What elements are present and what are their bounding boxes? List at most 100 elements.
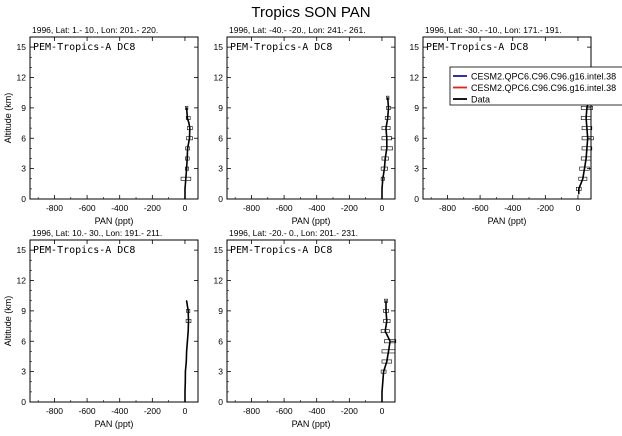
y-axis-label: Altitude (km) bbox=[3, 296, 13, 347]
data-point bbox=[381, 198, 383, 200]
x-tick-label: -400 bbox=[308, 203, 325, 213]
data-point bbox=[184, 401, 186, 403]
data-point bbox=[578, 188, 580, 190]
x-tick-label: 0 bbox=[380, 406, 385, 416]
data-point bbox=[386, 360, 388, 363]
x-axis-label: PAN (ppt) bbox=[292, 419, 331, 429]
legend-label: Data bbox=[471, 95, 490, 105]
legend: CESM2.QPC6.C96.C96.g16.intel.38CESM2.QPC… bbox=[449, 66, 622, 106]
y-tick-label: 0 bbox=[414, 194, 419, 204]
data-point bbox=[386, 320, 388, 322]
legend-label: CESM2.QPC6.C96.C96.g16.intel.38 bbox=[471, 83, 616, 93]
y-tick-label: 9 bbox=[218, 306, 223, 316]
data-point bbox=[184, 188, 186, 190]
x-tick-label: -800 bbox=[46, 406, 63, 416]
x-tick-label: -400 bbox=[111, 406, 128, 416]
panel-3: 1996, Lat: -30.- -10., Lon: 171.- 191. PE… bbox=[410, 25, 595, 226]
y-tick-label: 12 bbox=[17, 73, 27, 83]
y-tick-label: 12 bbox=[17, 276, 27, 286]
y-tick-label: 12 bbox=[214, 276, 224, 286]
data-point bbox=[387, 97, 389, 99]
y-tick-label: 15 bbox=[214, 42, 224, 52]
panel-4: 1996, Lat: 10.- 30., Lon: 191.- 211. PEM-… bbox=[3, 228, 199, 429]
data-point bbox=[187, 310, 189, 312]
panel-annotation: PEM-Tropics-A DC8 bbox=[230, 245, 332, 256]
data-point bbox=[385, 127, 387, 129]
data-point bbox=[587, 137, 589, 139]
plot-frame bbox=[29, 36, 199, 200]
legend-box bbox=[449, 66, 622, 106]
data-point bbox=[382, 381, 384, 383]
data-point bbox=[187, 330, 189, 332]
x-tick-label: -600 bbox=[276, 203, 293, 213]
data-point bbox=[382, 178, 384, 180]
data-point bbox=[585, 157, 587, 160]
figure-title: Tropics SON PAN bbox=[251, 4, 370, 21]
data-point bbox=[184, 381, 186, 383]
panel-2: 1996, Lat: -40.- -20., Lon: 241.- 261. PE… bbox=[214, 25, 396, 226]
data-point bbox=[381, 391, 383, 393]
panel-annotation: PEM-Tropics-A DC8 bbox=[426, 42, 528, 53]
data-point bbox=[188, 122, 190, 124]
y-tick-label: 0 bbox=[21, 397, 26, 407]
data-point bbox=[389, 340, 391, 342]
x-tick-label: -800 bbox=[243, 406, 260, 416]
y-tick-label: 15 bbox=[410, 42, 420, 52]
y-tick-label: 15 bbox=[17, 245, 27, 255]
plot-frame bbox=[226, 36, 396, 200]
data-point bbox=[186, 157, 188, 160]
y-tick-label: 12 bbox=[410, 73, 420, 83]
panel-annotation: PEM-Tropics-A DC8 bbox=[33, 245, 135, 256]
y-tick-label: 3 bbox=[21, 367, 26, 377]
y-tick-label: 6 bbox=[218, 336, 223, 346]
y-tick-label: 6 bbox=[218, 133, 223, 143]
y-tick-label: 9 bbox=[218, 103, 223, 113]
panel-1: 1996, Lat: 1.- 10., Lon: 201.- 220. PEM-T… bbox=[3, 25, 199, 226]
y-tick-label: 0 bbox=[218, 194, 223, 204]
panel-annotation: PEM-Tropics-A DC8 bbox=[230, 42, 332, 53]
plot-frame bbox=[29, 239, 199, 403]
y-tick-label: 9 bbox=[21, 306, 26, 316]
data-point bbox=[184, 198, 186, 200]
legend-label: CESM2.QPC6.C96.C96.g16.intel.38 bbox=[471, 72, 616, 82]
x-tick-label: -600 bbox=[79, 406, 96, 416]
data-point bbox=[385, 310, 387, 312]
data-point bbox=[185, 107, 188, 109]
y-axis-label: Altitude (km) bbox=[3, 93, 13, 144]
x-tick-label: -600 bbox=[276, 406, 293, 416]
data-line bbox=[578, 97, 591, 194]
x-tick-label: 0 bbox=[183, 203, 188, 213]
data-point bbox=[387, 107, 390, 109]
data-point bbox=[185, 360, 187, 363]
data-point bbox=[384, 330, 386, 332]
data-point bbox=[186, 117, 188, 119]
x-axis-label: PAN (ppt) bbox=[95, 419, 134, 429]
data-point bbox=[187, 320, 190, 322]
panel-subtitle: 1996, Lat: -30.- -10., Lon: 171.- 191. bbox=[425, 25, 562, 35]
x-tick-label: -200 bbox=[537, 203, 554, 213]
x-axis-label: PAN (ppt) bbox=[95, 216, 134, 226]
y-tick-label: 9 bbox=[21, 103, 26, 113]
data-point bbox=[185, 300, 188, 302]
data-line bbox=[381, 97, 390, 199]
y-tick-label: 3 bbox=[414, 164, 419, 174]
panel-annotation: PEM-Tropics-A DC8 bbox=[33, 42, 135, 53]
data-point bbox=[586, 107, 588, 109]
x-tick-label: 0 bbox=[183, 406, 188, 416]
data-point bbox=[586, 127, 588, 129]
x-tick-label: 0 bbox=[380, 203, 385, 213]
x-tick-label: -400 bbox=[308, 406, 325, 416]
data-point bbox=[188, 137, 191, 139]
panel-subtitle: 1996, Lat: 10.- 30., Lon: 191.- 211. bbox=[32, 228, 162, 238]
data-point bbox=[386, 147, 388, 149]
data-point bbox=[583, 168, 586, 170]
data-point bbox=[578, 193, 580, 195]
panel-subtitle: 1996, Lat: 1.- 10., Lon: 201.- 220. bbox=[32, 25, 158, 35]
panel-subtitle: 1996, Lat: -40.- -20., Lon: 241.- 261. bbox=[229, 25, 366, 35]
y-tick-label: 15 bbox=[17, 42, 27, 52]
data-point bbox=[383, 168, 385, 170]
x-tick-label: -800 bbox=[439, 203, 456, 213]
data-point bbox=[386, 137, 388, 139]
data-point bbox=[185, 168, 188, 170]
